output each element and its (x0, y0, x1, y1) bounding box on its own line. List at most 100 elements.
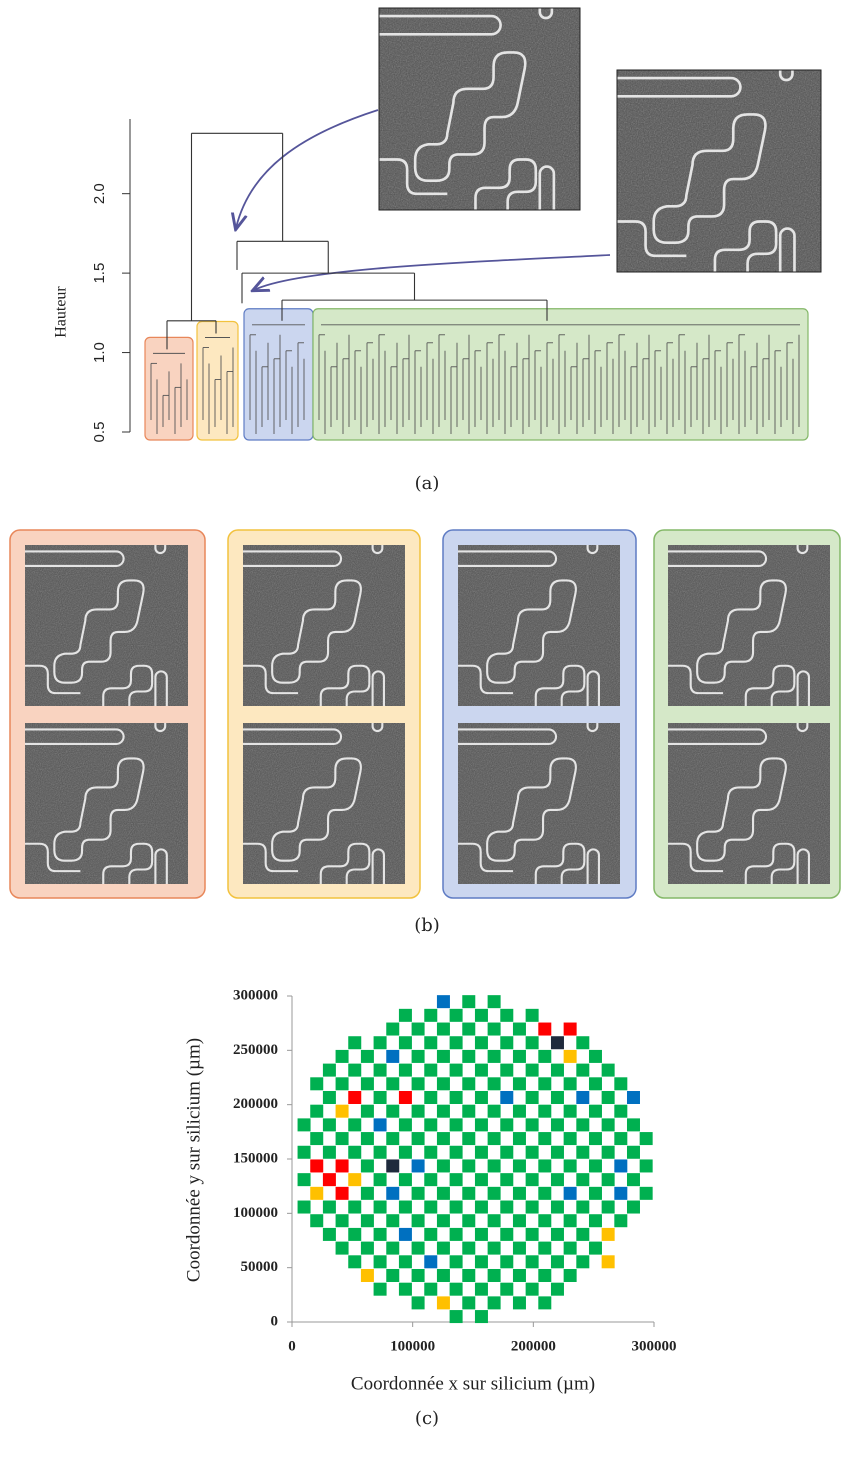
die (462, 1159, 476, 1173)
die (525, 1118, 539, 1132)
die (360, 1104, 374, 1118)
die (462, 1049, 476, 1063)
die (297, 1173, 311, 1187)
y-tick-label: 1.5 (91, 263, 108, 284)
die (310, 1104, 324, 1118)
die (525, 1200, 539, 1214)
wafer-map: 0 50000 100000 150000 200000 250000 300000 0 100… (183, 987, 676, 1394)
die (563, 1022, 577, 1036)
die (474, 1090, 488, 1104)
y-tick-label: 300000 (233, 987, 278, 1003)
die (550, 1036, 564, 1050)
die (550, 1173, 564, 1187)
sem-image (25, 723, 188, 892)
die (512, 1104, 526, 1118)
die (500, 1145, 514, 1159)
die (360, 1132, 374, 1146)
die (487, 1296, 501, 1310)
die (512, 1049, 526, 1063)
die (449, 1282, 463, 1296)
die (538, 1159, 552, 1173)
die (360, 1077, 374, 1091)
die (614, 1214, 628, 1228)
die (348, 1145, 362, 1159)
die (563, 1132, 577, 1146)
die (322, 1173, 336, 1187)
die (386, 1022, 400, 1036)
die (550, 1063, 564, 1077)
die (576, 1063, 590, 1077)
die (512, 1186, 526, 1200)
die (500, 1227, 514, 1241)
cluster-examples (9, 529, 841, 899)
die (310, 1214, 324, 1228)
die (563, 1049, 577, 1063)
caption: (a) (415, 473, 440, 494)
x-tick-label: 200000 (511, 1338, 556, 1354)
die (462, 1268, 476, 1282)
die (525, 1255, 539, 1269)
sem-image (668, 545, 830, 714)
die (550, 1145, 564, 1159)
caption: (b) (414, 915, 440, 936)
die (462, 1241, 476, 1255)
y-tick-label: 1.0 (91, 342, 108, 363)
die (297, 1145, 311, 1159)
die (360, 1186, 374, 1200)
die (614, 1186, 628, 1200)
die (398, 1090, 412, 1104)
image-frame (616, 69, 822, 273)
die (297, 1200, 311, 1214)
die (322, 1063, 336, 1077)
die (525, 1090, 539, 1104)
arrow (236, 109, 379, 228)
die (487, 1132, 501, 1146)
die (487, 1022, 501, 1036)
arrow (254, 254, 611, 290)
die (411, 1049, 425, 1063)
die (335, 1132, 349, 1146)
die (601, 1118, 615, 1132)
die (576, 1145, 590, 1159)
die (500, 1200, 514, 1214)
die (398, 1227, 412, 1241)
sem-image (379, 8, 580, 220)
die (449, 1008, 463, 1022)
die (500, 1282, 514, 1296)
die (360, 1214, 374, 1228)
die (449, 1145, 463, 1159)
y-tick-label: 100000 (233, 1205, 278, 1221)
die (310, 1132, 324, 1146)
die (424, 1255, 438, 1269)
die (436, 1214, 450, 1228)
die (348, 1036, 362, 1050)
cluster-box (312, 308, 809, 441)
die (322, 1118, 336, 1132)
die (436, 1022, 450, 1036)
die (474, 1255, 488, 1269)
die (538, 1104, 552, 1118)
die (462, 1186, 476, 1200)
die (462, 1022, 476, 1036)
die (563, 1159, 577, 1173)
die (525, 1282, 539, 1296)
die (398, 1145, 412, 1159)
die (411, 1268, 425, 1282)
die (626, 1200, 640, 1214)
die (348, 1063, 362, 1077)
die (487, 1104, 501, 1118)
sem-image (243, 545, 405, 714)
die (512, 1214, 526, 1228)
die (424, 1200, 438, 1214)
die (474, 1173, 488, 1187)
die (436, 1241, 450, 1255)
die (373, 1036, 387, 1050)
die (588, 1049, 602, 1063)
die (398, 1008, 412, 1022)
die (436, 995, 450, 1009)
x-tick-label: 0 (288, 1338, 296, 1354)
cluster-box (243, 308, 314, 441)
die (462, 995, 476, 1009)
die (373, 1282, 387, 1296)
die (538, 1241, 552, 1255)
